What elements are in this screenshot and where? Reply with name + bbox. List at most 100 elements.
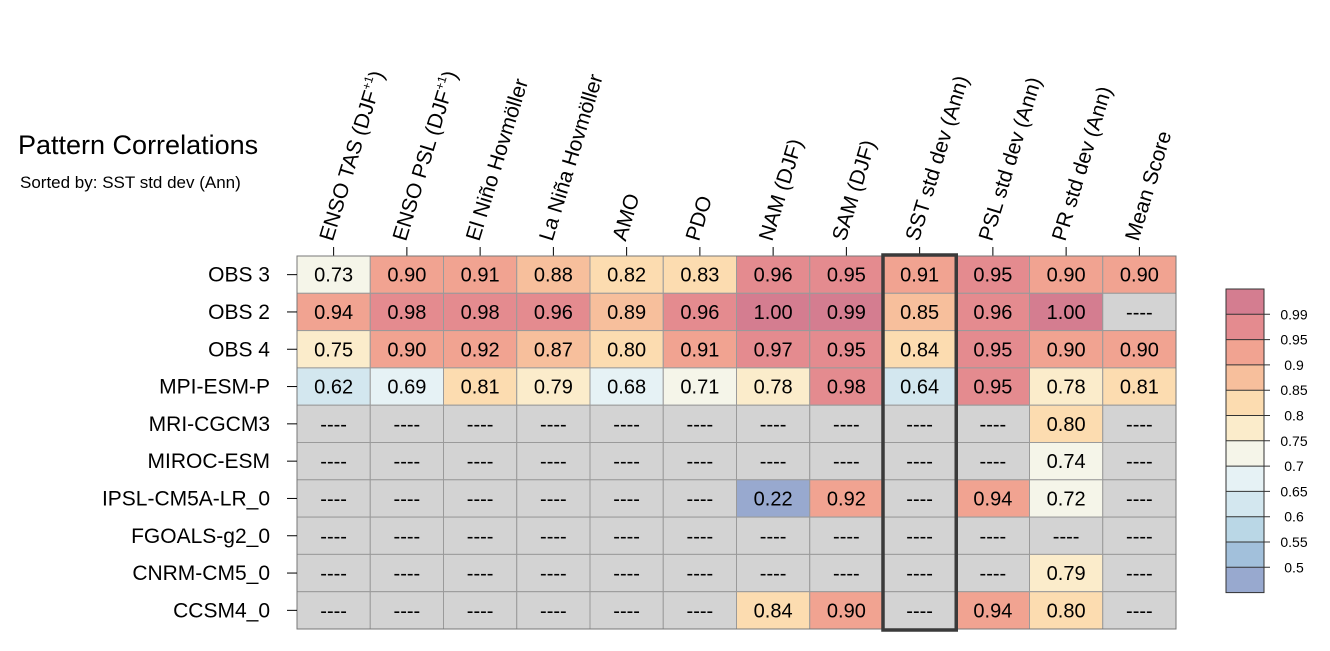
cell-value: ---- [467,451,494,473]
cell-value: 0.91 [461,265,500,287]
cell-value: ---- [833,414,860,436]
cell-value: 0.95 [827,339,866,361]
cell-value: ---- [394,526,421,548]
cell-9-1 [369,591,444,630]
cell-value: ---- [540,563,567,585]
cell-value: ---- [394,600,421,622]
heatmap-cells: 0.73 0.90 0.91 0.88 0.82 0.83 0.96 0.95 0.91 0.95… [296,253,1177,632]
cell-value: 0.98 [387,302,426,324]
cell-value: ---- [906,414,933,436]
colorbar-segment [1226,567,1264,593]
cell-0-0 [296,255,371,294]
colorbar-segment [1226,415,1264,441]
cell-value: 0.84 [754,600,793,622]
colorbar-label: 0.65 [1280,483,1307,499]
cell-value: ---- [1126,600,1153,622]
cell-value: ---- [833,563,860,585]
cell-8-4 [589,553,664,593]
cell-2-10 [1029,330,1104,369]
cell-7-3 [516,516,591,555]
cell-value: 0.95 [973,377,1012,399]
cell-2-11 [1102,330,1177,369]
cell-value: 0.95 [827,265,866,287]
cell-value: 0.94 [973,600,1012,622]
column-label: PDO [682,193,717,243]
chart-subtitle: Sorted by: SST std dev (Ann) [20,173,241,192]
cell-6-2 [443,479,518,518]
cell-value: ---- [320,600,347,622]
cell-value: 0.82 [607,265,646,287]
cell-value: 0.72 [1047,488,1086,510]
column-label: SST std dev (Ann) [901,73,973,243]
cell-value: ---- [394,414,421,436]
cell-value: ---- [1126,563,1153,585]
cell-3-9 [955,367,1030,406]
cell-0-9 [955,255,1030,294]
cell-3-3 [516,367,591,406]
cell-value: ---- [687,526,714,548]
cell-value: ---- [394,563,421,585]
cell-value: 0.90 [1120,265,1159,287]
cell-value: ---- [1126,526,1153,548]
cell-5-2 [443,442,518,481]
cell-value: 0.96 [973,302,1012,324]
cell-6-4 [589,479,664,518]
row-label: MIROC-ESM [148,450,271,473]
cell-value: 0.95 [973,339,1012,361]
cell-value: ---- [760,451,787,473]
row-label: OBS 2 [208,301,270,324]
colorbar-segment [1226,339,1264,365]
colorbar-segment [1226,289,1264,315]
cell-value: 0.88 [534,265,573,287]
cell-value: 0.95 [973,265,1012,287]
colorbar-label: 0.7 [1284,458,1304,474]
cell-value: ---- [540,600,567,622]
cell-value: 0.90 [827,600,866,622]
cell-8-1 [369,553,444,593]
cell-4-11 [1102,404,1177,444]
cell-7-6 [736,516,811,555]
cell-value: 0.85 [900,302,939,324]
cell-1-7 [809,292,884,332]
cell-value: 0.89 [607,302,646,324]
cell-value: ---- [320,563,347,585]
cell-2-2 [443,330,518,369]
cell-7-4 [589,516,664,555]
cell-9-6 [736,591,811,630]
cell-5-9 [955,442,1030,481]
cell-5-7 [809,442,884,481]
heatmap-frame [296,255,1177,630]
cell-value: 0.79 [1047,563,1086,585]
column-label: AMO [608,191,644,243]
cell-2-8 [882,330,957,369]
column-labels: ENSO TAS (DJF+1)ENSO PSL (DJF+1)El Niño … [313,68,1176,256]
row-label: IPSL-CM5A-LR_0 [102,487,270,510]
cell-value: 0.79 [534,377,573,399]
cell-8-9 [955,553,1030,593]
cell-1-3 [516,292,591,332]
cell-7-2 [443,516,518,555]
cell-value: 0.80 [607,339,646,361]
cell-value: ---- [980,563,1007,585]
cell-value: 0.96 [680,302,719,324]
cell-value: ---- [394,451,421,473]
cell-value: ---- [833,451,860,473]
cell-value: 0.97 [754,339,793,361]
cell-3-11 [1102,367,1177,406]
cell-8-3 [516,553,591,593]
colorbar-label: 0.85 [1280,382,1307,398]
cell-value: ---- [613,488,640,510]
cell-2-7 [809,330,884,369]
cell-4-8 [882,404,957,444]
cell-value: 0.87 [534,339,573,361]
cell-value: ---- [760,526,787,548]
cell-value: ---- [467,488,494,510]
cell-value: 0.69 [387,377,426,399]
cell-value: 0.81 [1120,377,1159,399]
cell-3-0 [296,367,371,406]
cell-value: ---- [906,526,933,548]
cell-value: 0.94 [973,488,1012,510]
cell-value: ---- [833,526,860,548]
cell-value: ---- [613,563,640,585]
row-labels: OBS 3 OBS 2 OBS 4 MPI-ESM-P MRI-CGCM3 MIROC-E… [102,264,297,622]
